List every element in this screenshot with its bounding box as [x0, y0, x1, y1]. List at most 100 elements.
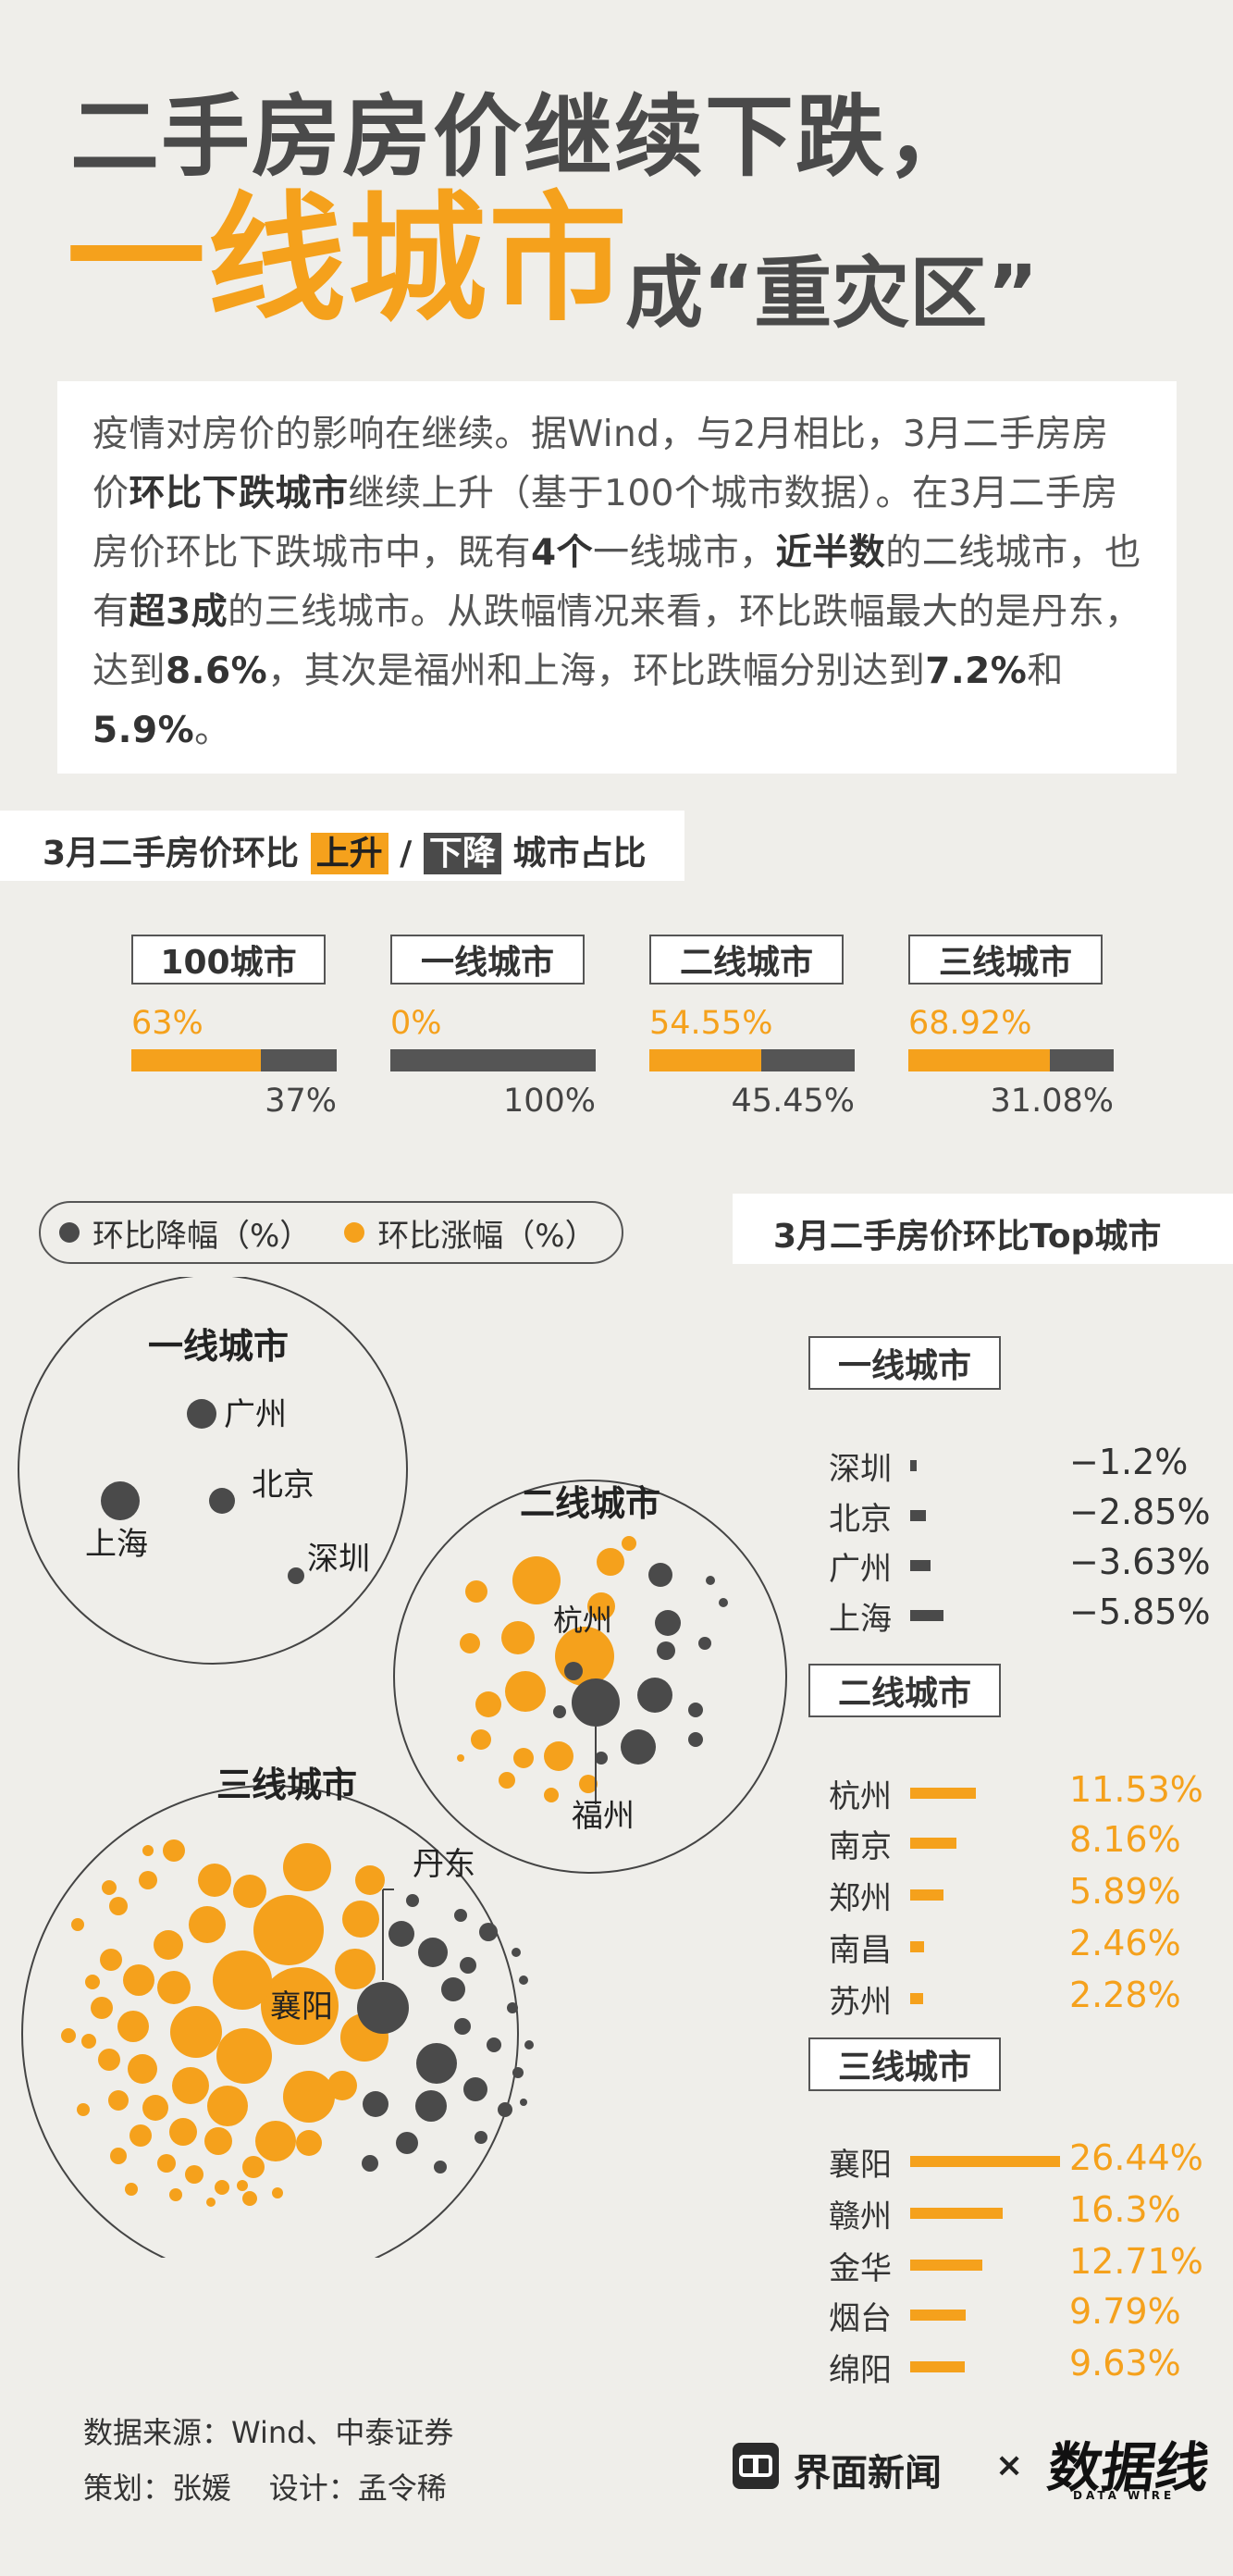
bubble-fall	[463, 2077, 487, 2101]
bubble-rise	[335, 1949, 376, 1989]
share-up-bar	[649, 1049, 762, 1071]
bubble-label-xiangyang: 襄阳	[270, 1988, 333, 2025]
bubble-rise	[71, 1918, 84, 1931]
bubble-rise	[189, 1906, 226, 1943]
bubble-rise	[261, 1967, 339, 2045]
intro-text-segment: 的三线城市。从跌幅情况来看，环比跌幅最大的是丹东，达到	[92, 591, 1141, 692]
bubble-fall	[719, 1598, 728, 1607]
bubble-rise	[255, 2121, 296, 2161]
top-city-bar	[910, 1610, 943, 1621]
bubble-rise	[465, 1580, 487, 1603]
legend-up-label: 环比涨幅（%）	[377, 1217, 597, 1255]
bubble-fall	[657, 1641, 675, 1660]
bubble-rise	[85, 1975, 100, 1989]
top-city-value: 16.3%	[1069, 2189, 1181, 2230]
bubble-rise	[579, 1775, 598, 1793]
share-up-label: 0%	[390, 1005, 442, 1042]
intro-text-segment: 。	[194, 710, 231, 751]
bubble-rise	[204, 2127, 232, 2155]
data-source: 数据来源：Wind、中泰证券	[83, 2415, 454, 2450]
share-up-bar	[908, 1049, 1050, 1071]
bubble-fall	[434, 2161, 447, 2174]
bubble-rise	[622, 1536, 636, 1551]
bubble-fall	[475, 2131, 487, 2144]
top-city-name: 金华	[829, 2250, 892, 2287]
bubble-rise	[129, 2124, 152, 2147]
bubble-fall	[621, 1729, 656, 1765]
bubble-rise	[102, 1880, 117, 1895]
bubble-shanghai	[101, 1481, 140, 1520]
bubble-rise	[61, 2028, 76, 2043]
bubble-fall	[698, 1637, 711, 1650]
bubble-shenzhen	[288, 1567, 304, 1584]
top-city-value: −5.85%	[1069, 1591, 1211, 1632]
bubble-rise	[77, 2103, 90, 2116]
bubble-rise	[100, 1949, 122, 1971]
bubble-rise	[125, 2183, 138, 2196]
top-city-name: 南京	[829, 1828, 892, 1865]
intro-text-segment: ，其次是福州和上海，环比跌幅分别达到	[267, 650, 926, 692]
bubble-rise	[163, 1839, 185, 1862]
top-city-bar	[910, 1889, 944, 1901]
bubble-fall	[572, 1678, 620, 1727]
top-city-bar	[910, 1510, 927, 1521]
bubble-rise	[501, 1621, 535, 1654]
bubble-rise	[499, 1772, 515, 1789]
top-city-bar	[910, 2310, 966, 2321]
bubble-fall	[454, 1909, 467, 1922]
bubble-fall	[357, 1982, 409, 2034]
top-city-bar	[910, 1941, 925, 1952]
share-down-bar	[131, 1049, 337, 1071]
top-city-value: −3.63%	[1069, 1542, 1211, 1582]
tier3-cluster-outline	[21, 1785, 519, 2258]
bubble-fall	[655, 1610, 681, 1636]
bubble-fall	[441, 1977, 465, 2001]
bubble-rise	[544, 1788, 559, 1802]
bubble-rise	[109, 1897, 128, 1915]
bubble-fall	[564, 1662, 583, 1680]
top-city-bar	[910, 1993, 923, 2004]
bubble-fall	[507, 2002, 518, 2013]
bubble-rise	[544, 1741, 573, 1771]
bubble-rise	[98, 2049, 120, 2071]
section1-up-tag: 上升	[310, 833, 388, 874]
bubble-fall	[520, 2099, 527, 2106]
share-category-label: 一线城市	[390, 935, 585, 985]
top-city-name: 深圳	[829, 1451, 892, 1488]
bubble-rise	[327, 2071, 357, 2100]
tier3-cluster-title: 三线城市	[216, 1765, 357, 1805]
bubble-fall	[524, 2040, 534, 2050]
section1-prefix: 3月二手房价环比	[43, 835, 300, 873]
bubble-fall	[454, 2018, 471, 2035]
jiemian-logo-icon	[733, 2443, 779, 2489]
bubble-rise	[242, 2156, 265, 2178]
bubble-rise	[355, 1865, 385, 1895]
intro-text-segment: 继续上升（基于100个城市数据）。在3月二手房房价环比下跌城市中，既有	[92, 473, 1118, 574]
bubble-fall	[363, 2091, 388, 2117]
bubble-label-hangzhou: 杭州	[553, 1603, 612, 1638]
bubble-rise	[172, 2067, 209, 2104]
top-city-value: 9.63%	[1069, 2343, 1181, 2384]
intro-highlight: 5.9%	[92, 710, 195, 751]
top-city-name: 赣州	[829, 2198, 892, 2235]
bubble-rise	[117, 2011, 149, 2042]
bubble-fall	[648, 1563, 672, 1587]
intro-highlight: 近半数	[775, 532, 886, 574]
bubble-rise	[512, 1556, 561, 1604]
share-down-label: 37%	[265, 1083, 337, 1120]
bubble-fall	[487, 2037, 501, 2052]
top-city-value: −2.85%	[1069, 1492, 1211, 1532]
top-city-name: 绵阳	[829, 2352, 892, 2389]
bubble-fall	[362, 2155, 378, 2172]
share-up-label: 54.55%	[649, 1005, 773, 1042]
bubble-rise	[213, 1951, 272, 2010]
intro-highlight: 8.6%	[166, 650, 268, 692]
bubble-fall	[512, 1948, 521, 1957]
top-city-value: 11.53%	[1069, 1769, 1203, 1810]
title-line-1: 二手房房价继续下跌，	[70, 85, 977, 189]
bubble-beijing	[209, 1488, 235, 1514]
section1-sep: /	[400, 835, 413, 873]
section2-heading-bg	[733, 1194, 1233, 1264]
top-city-name: 北京	[829, 1501, 892, 1538]
times-sign: ×	[995, 2446, 1024, 2484]
